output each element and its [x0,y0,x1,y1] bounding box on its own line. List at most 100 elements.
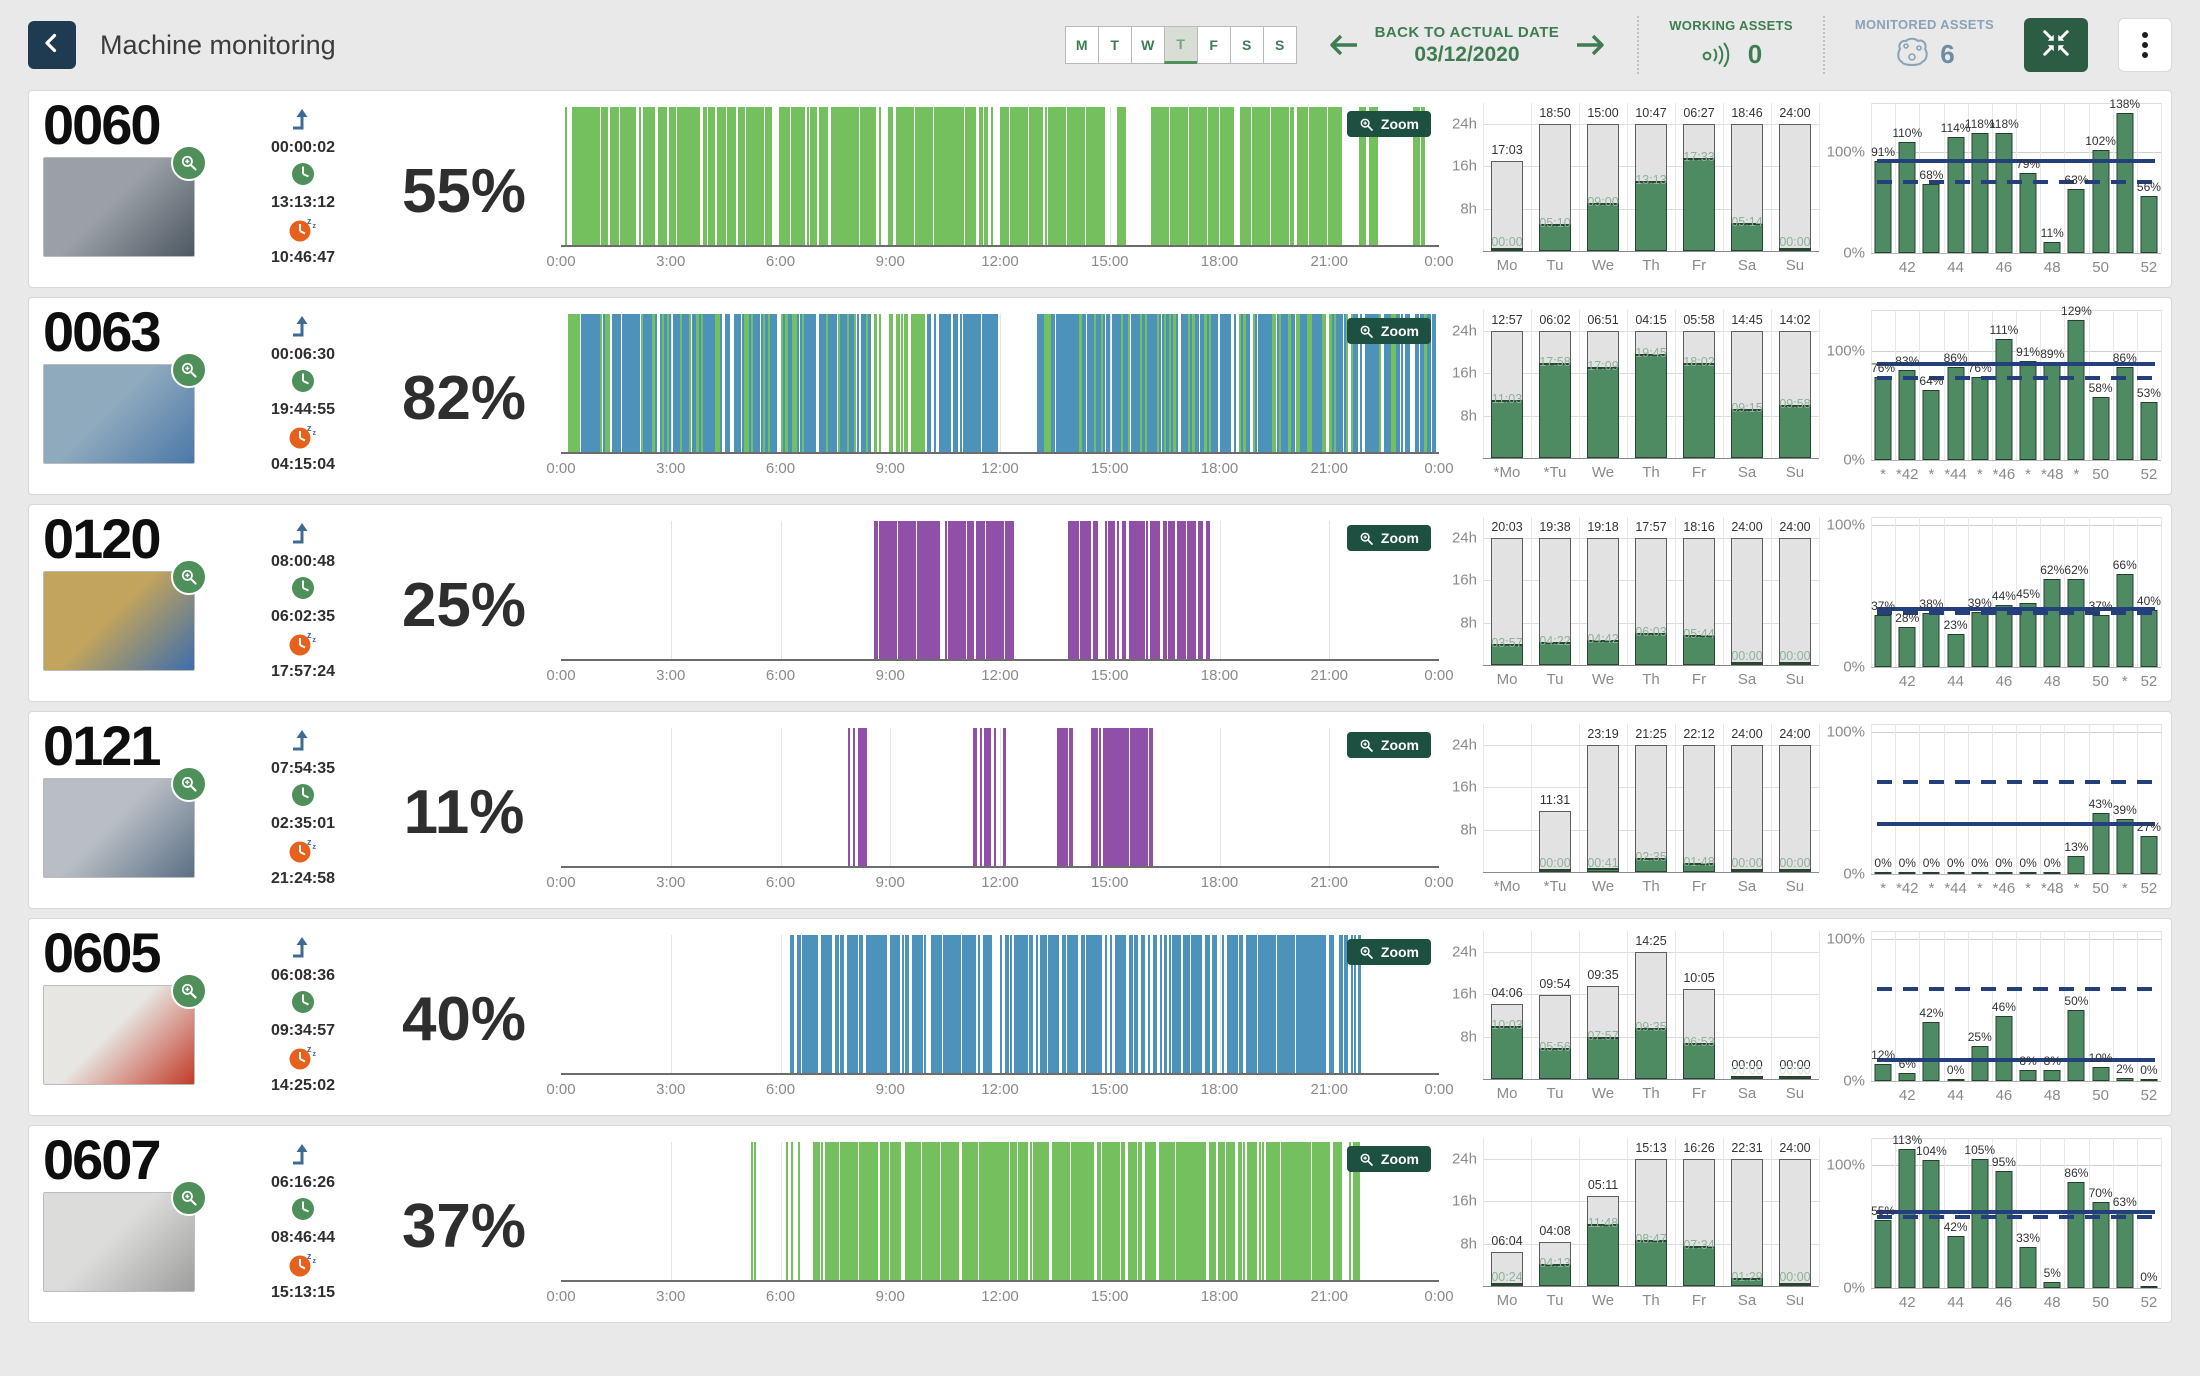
timeline-axis: 0:00 3:00 6:00 9:00 12:00 15:00 18:00 21:00 0:00 [546,1282,1453,1306]
day-tick-label: Su [1785,1292,1805,1309]
day-bar [1491,331,1523,458]
weekday-button-3[interactable]: T [1163,26,1198,64]
date-display[interactable]: BACK TO ACTUAL DATE 03/12/2020 [1375,24,1560,67]
day-tick-label: *Mo [1493,464,1521,481]
week-value-label: 27% [2136,819,2161,834]
day-bar-run [1683,634,1715,665]
week-bar [1874,1220,1892,1288]
day-bar [1731,745,1763,872]
weekday-button-4[interactable]: F [1196,26,1231,64]
machine-photo[interactable] [43,766,207,878]
working-assets: WORKING ASSETS 0 [1669,18,1793,72]
average-solid-line [1876,158,2156,163]
svg-text:z: z [307,216,312,226]
machine-photo[interactable] [43,352,207,464]
timeline-zoom-button[interactable]: Zoom [1346,939,1431,965]
day-axis-label: 24h [1451,322,1477,340]
week-chart: 76% * 83% *42 64% * 86% *44 76% * 111% *46 91% * 89% *4… [1871,304,2162,488]
timeline-chart [561,1142,1439,1282]
week-bar [1971,871,1989,874]
day-bar-run [1587,1223,1619,1286]
photo-zoom-button[interactable] [171,766,207,802]
day-vgridline [1579,931,1580,1079]
day-tick-label: Mo [1496,671,1518,688]
machine-photo[interactable] [43,559,207,671]
timeline-zoom-button[interactable]: Zoom [1346,732,1431,758]
weekday-button-2[interactable]: W [1130,26,1165,64]
week-value-label: 110% [1892,125,1923,140]
svg-text:z: z [313,430,317,437]
weekday-button-0[interactable]: M [1064,26,1099,64]
week-bar [1947,366,1965,460]
photo-zoom-button[interactable] [171,352,207,388]
day-bar-run [1731,223,1763,251]
day-tick-label: Su [1785,671,1805,688]
day-vgridline [1819,310,1820,458]
week-bar [2067,1182,2085,1288]
week-value-label: 0% [2019,855,2037,870]
timeline-tick-label: 12:00 [981,1081,1019,1098]
timeline-zoom-button[interactable]: Zoom [1346,318,1431,344]
day-tick-label: Mo [1496,257,1518,274]
day-bar [1683,989,1715,1079]
week-bar [1947,1078,1965,1081]
run-time: 13:13:12 [270,194,336,211]
day-run-label: 11:03 [1491,391,1523,406]
day-tick-label: *Tu [1543,464,1567,481]
photo-zoom-button[interactable] [171,559,207,595]
week-bar [1995,1015,2013,1081]
week-vgridline [2161,310,2162,460]
week-vgridline [1991,310,1993,460]
day-run-label: 04:42 [1587,632,1619,647]
day-bar-run [1731,869,1763,872]
day-chart-y-axis: 24h 16h 8h [1443,103,1483,285]
machine-row: 0063 00:06:30 19:44:55 z z 04:15:04 82% Zoom 0:0… [28,297,2172,495]
machine-id: 0607 [43,1128,162,1191]
target-dashed-line [1876,611,2156,616]
timeline-tick-label: 3:00 [656,874,686,891]
day-tick-label: Th [1642,878,1660,895]
svg-text:z: z [307,1251,312,1261]
previous-day-arrow[interactable] [1327,32,1359,58]
machine-photo[interactable] [43,1180,207,1292]
day-tick-label: Su [1785,257,1805,274]
more-options-button[interactable] [2118,18,2172,72]
next-day-arrow[interactable] [1575,32,1607,58]
week-bar [2092,149,2110,253]
collapse-all-button[interactable] [2024,18,2088,72]
timeline-zoom-button[interactable]: Zoom [1346,111,1431,137]
weekday-button-5[interactable]: S [1229,26,1264,64]
back-button[interactable] [28,21,76,69]
day-bar [1539,331,1571,458]
week-value-label: 111% [1989,323,2019,338]
day-off-label: 17:03 [1491,142,1523,157]
idle-time: 15:13:15 [270,1284,336,1301]
timeline-tick-label: 18:00 [1200,253,1239,270]
week-axis-line [1871,460,2161,461]
week-value-label: 0% [2043,855,2061,870]
week-vgridline [1895,310,1897,460]
photo-zoom-button[interactable] [171,145,207,181]
photo-zoom-button[interactable] [171,973,207,1009]
average-solid-line [1876,362,2156,367]
timeline-tick-label: 18:00 [1200,1288,1239,1305]
timeline-tick-label: 21:00 [1310,460,1349,477]
photo-zoom-button[interactable] [171,1180,207,1216]
day-off-label: 15:13 [1635,1141,1667,1156]
week-vgridline [2161,724,2162,874]
day-bar [1731,331,1763,458]
timeline-zoom-button[interactable]: Zoom [1346,525,1431,551]
day-tick-label: Tu [1546,1292,1564,1309]
week-value-label: 0% [1995,855,2013,870]
day-run-label: 00:00 [1731,856,1763,870]
weekday-button-6[interactable]: S [1262,26,1297,64]
day-off-label: 18:16 [1683,520,1715,535]
weekday-button-1[interactable]: T [1097,26,1132,64]
machine-photo[interactable] [43,145,207,257]
timeline-zoom-button[interactable]: Zoom [1346,1146,1431,1172]
machine-id: 0063 [43,300,162,363]
timeline-gridline [780,935,782,1073]
machine-photo[interactable] [43,973,207,1085]
day-off-label: 10:05 [1683,971,1715,986]
day-bar-run [1731,1278,1763,1286]
